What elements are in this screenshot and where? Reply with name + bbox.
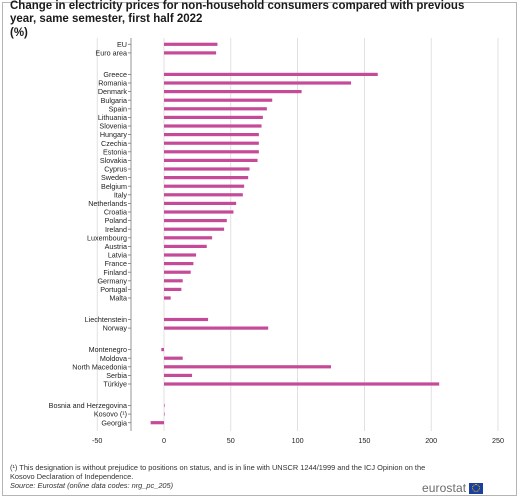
bar (164, 253, 197, 257)
bar (164, 193, 243, 197)
x-tick-label: 250 (492, 436, 504, 445)
category-label: Slovakia (100, 156, 127, 165)
category-label: Hungary (100, 130, 128, 139)
category-label: Luxembourg (87, 233, 127, 242)
category-label: Georgia (101, 418, 127, 427)
bar (164, 107, 267, 111)
bar (164, 42, 218, 46)
category-label: Austria (105, 242, 127, 251)
x-tick-label: 50 (227, 436, 235, 445)
bar (164, 115, 263, 119)
category-label: Moldova (100, 354, 127, 363)
category-label: Montenegro (89, 345, 127, 354)
unit-label: (%) (10, 27, 28, 39)
chart-title: Change in electricity prices for non-hou… (10, 0, 465, 25)
bar (164, 356, 183, 360)
category-label: Italy (114, 190, 128, 199)
category-label: Estonia (103, 147, 127, 156)
bar (164, 373, 193, 377)
eu-flag-icon (469, 482, 484, 494)
category-label: Türkiye (103, 380, 127, 389)
bar (164, 270, 191, 274)
category-label: Malta (109, 294, 127, 303)
bar (164, 262, 194, 266)
bar (164, 365, 331, 369)
bar (164, 317, 209, 322)
category-label: North Macedonia (72, 362, 127, 371)
category-label: Belgium (101, 182, 127, 191)
bar (164, 244, 207, 248)
bar (164, 184, 245, 188)
category-label: Croatia (104, 208, 127, 217)
bar (164, 81, 352, 85)
bar (164, 141, 259, 145)
x-tick-label: -50 (92, 436, 102, 445)
x-tick-label: 0 (162, 436, 166, 445)
bar (164, 167, 250, 171)
category-label: Germany (97, 276, 127, 285)
footnote-kosovo: (¹) This designation is without prejudic… (10, 463, 426, 481)
bar (150, 421, 164, 425)
category-label: Serbia (106, 371, 127, 380)
bar (164, 382, 440, 386)
bar (164, 72, 378, 76)
category-label: Euro area (95, 49, 127, 58)
bar (164, 150, 259, 154)
category-label: Lithuania (98, 113, 127, 122)
category-label: Latvia (108, 251, 127, 260)
category-label: Slovenia (99, 122, 127, 131)
bar (164, 403, 165, 408)
category-label: Liechtenstein (85, 315, 127, 324)
category-label: Spain (109, 104, 127, 113)
source-note: Source: Eurostat (online data codes: nrg… (10, 481, 174, 490)
bar (164, 201, 237, 205)
category-label: France (105, 259, 127, 268)
category-label: Poland (105, 216, 127, 225)
category-label: Cyprus (104, 165, 127, 174)
bar (164, 51, 217, 55)
category-label: Romania (98, 79, 127, 88)
category-label: Norway (103, 324, 128, 333)
category-label: Denmark (98, 87, 128, 96)
bar (164, 219, 227, 223)
bar (164, 227, 225, 231)
bar (161, 348, 164, 352)
bar (164, 412, 165, 416)
category-label: Greece (103, 70, 127, 79)
bar (164, 124, 262, 128)
bar (164, 176, 249, 180)
bar (164, 279, 183, 283)
bar (164, 210, 234, 214)
bar (164, 133, 259, 137)
category-label: Ireland (105, 225, 127, 234)
category-label: Bosnia and Herzegovina (49, 401, 127, 410)
bar (164, 158, 258, 162)
bar (164, 236, 213, 240)
eurostat-logo[interactable]: eurostat (422, 481, 484, 495)
x-tick-label: 200 (425, 436, 437, 445)
category-label: Netherlands (88, 199, 127, 208)
bar (164, 90, 302, 94)
bar (164, 287, 182, 291)
category-label: Sweden (101, 173, 127, 182)
category-label: Czechia (101, 139, 127, 148)
x-tick-label: 150 (358, 436, 370, 445)
category-label: Kosovo (¹) (94, 410, 127, 419)
category-label: Finland (103, 268, 127, 277)
category-label: EU (117, 40, 127, 49)
bar (164, 98, 273, 102)
bar (164, 326, 269, 330)
logo-text: eurostat (422, 481, 467, 495)
x-tick-label: 100 (292, 436, 304, 445)
category-label: Portugal (100, 285, 127, 294)
footnote-block: (¹) This designation is without prejudic… (10, 463, 440, 490)
bar (164, 296, 171, 300)
category-label: Bulgaria (101, 96, 127, 105)
